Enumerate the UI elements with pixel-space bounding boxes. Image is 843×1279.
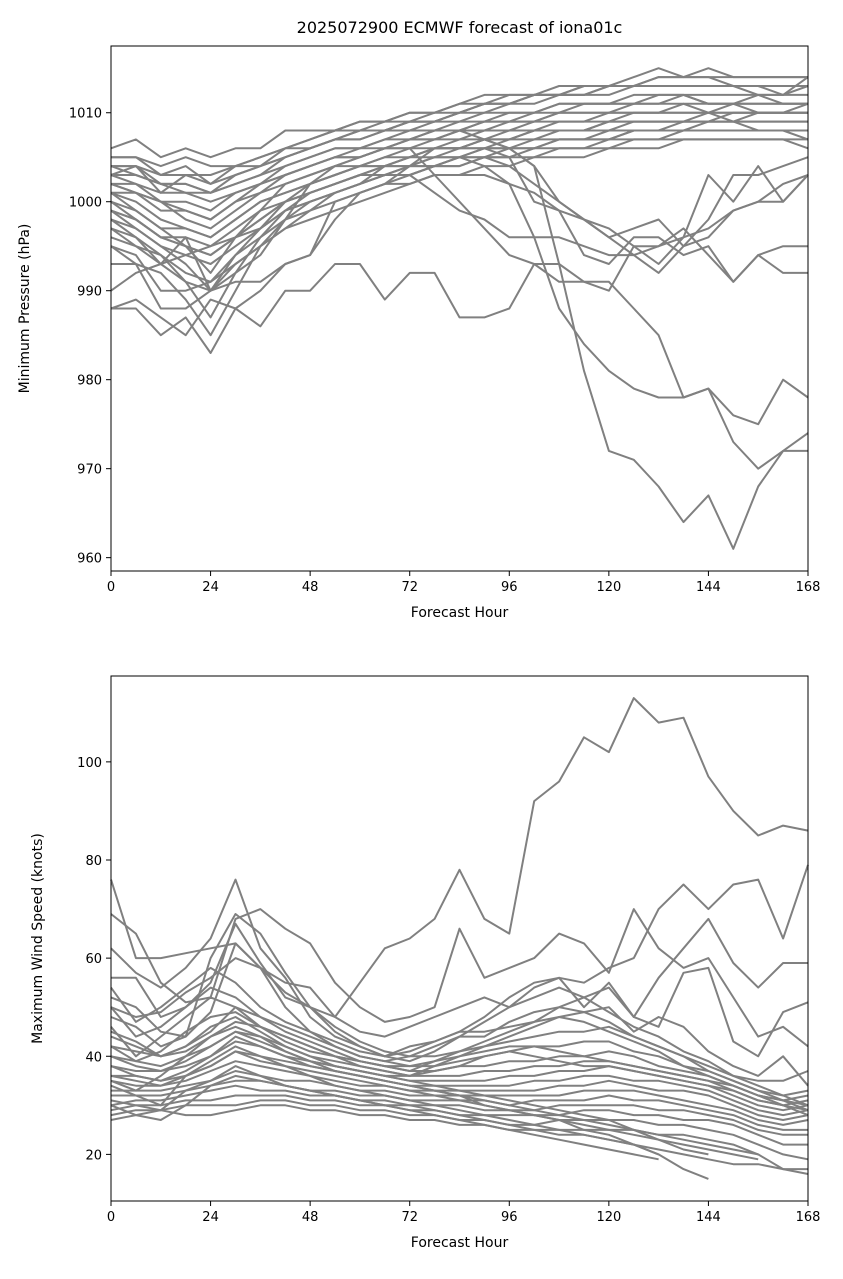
- pressure-ensemble-line-29: [110, 147, 809, 292]
- pressure-ensemble-line-23: [110, 102, 808, 221]
- wind-y-axis-label: Maximum Wind Speed (knots): [30, 833, 46, 1044]
- pressure-ensemble-line-22: [110, 93, 808, 194]
- wind-ensemble-line-30: [110, 1025, 809, 1112]
- wind-axes-frame: [110, 675, 809, 1202]
- pressure-x-tick-label: 144: [696, 580, 721, 595]
- pressure-ensemble-line-21: [110, 138, 809, 337]
- wind-panel: 0 24 48 72 96 120 144 168 20 40 60 80 100 Forecast Ho…: [30, 675, 821, 1251]
- chart-title: 2025072900 ECMWF forecast of iona01c: [297, 18, 623, 37]
- wind-ensemble-line-31: [110, 1011, 809, 1107]
- wind-x-tick-label: 0: [107, 1210, 115, 1225]
- pressure-y-tick-label: 980: [77, 374, 102, 389]
- wind-x-tick-label: 96: [501, 1210, 518, 1225]
- wind-ensemble-line-26: [110, 1074, 808, 1171]
- pressure-x-tick-label: 96: [501, 580, 518, 595]
- wind-ensemble-line-16: [110, 1084, 808, 1136]
- pressure-y-tick-label: 970: [77, 463, 102, 478]
- wind-ensemble-line-8: [110, 1006, 809, 1097]
- pressure-x-tick-label: 120: [596, 580, 621, 595]
- wind-x-tick-label: 48: [302, 1210, 319, 1225]
- wind-ensemble-line-28: [110, 986, 809, 1112]
- wind-y-tick-label: 80: [85, 854, 102, 869]
- wind-y-tick-label: 40: [85, 1050, 102, 1065]
- pressure-y-tick-label: 1010: [69, 107, 102, 122]
- pressure-y-tick-label: 960: [77, 552, 102, 567]
- wind-ensemble-line-19: [110, 1104, 809, 1175]
- wind-ensemble-line-20: [110, 1045, 659, 1156]
- pressure-series-group: [110, 67, 809, 550]
- pressure-x-tick-label: 48: [302, 580, 319, 595]
- wind-x-tick-label: 72: [401, 1210, 418, 1225]
- wind-x-tick-label: 144: [696, 1210, 721, 1225]
- wind-x-tick-label: 168: [796, 1210, 821, 1225]
- wind-series-group: [110, 697, 809, 1180]
- wind-ensemble-line-24: [110, 1016, 709, 1156]
- pressure-x-tick-label: 0: [107, 580, 115, 595]
- pressure-ensemble-line-28: [110, 174, 808, 283]
- wind-x-tick-label: 120: [596, 1210, 621, 1225]
- pressure-panel: 0 24 48 72 96 120 144 168 960 970 980 990 1000 1010 Fo…: [17, 45, 821, 621]
- pressure-axes-frame: [110, 45, 809, 572]
- pressure-x-tick-label: 72: [401, 580, 418, 595]
- wind-y-tick-label: 100: [77, 756, 102, 771]
- wind-ensemble-line-23: [110, 1050, 759, 1161]
- wind-y-tick-label: 20: [85, 1148, 102, 1163]
- pressure-x-tick-label: 24: [202, 580, 219, 595]
- pressure-ensemble-line-18: [110, 111, 808, 274]
- wind-ensemble-line-6: [110, 913, 809, 1087]
- pressure-ensemble-line-25: [111, 76, 809, 194]
- wind-x-tick-label: 24: [202, 1210, 219, 1225]
- pressure-ensemble-line-31: [110, 111, 808, 248]
- wind-x-axis-label: Forecast Hour: [411, 1235, 509, 1251]
- pressure-y-tick-label: 1000: [69, 196, 102, 211]
- wind-y-tick-label: 60: [85, 952, 102, 967]
- pressure-x-tick-label: 168: [796, 580, 821, 595]
- pressure-y-axis-label: Minimum Pressure (hPa): [17, 224, 33, 394]
- wind-ensemble-line-29: [110, 966, 809, 1107]
- wind-ensemble-line-25: [110, 1030, 709, 1180]
- pressure-y-tick-label: 990: [77, 285, 102, 300]
- pressure-x-axis-label: Forecast Hour: [411, 605, 509, 621]
